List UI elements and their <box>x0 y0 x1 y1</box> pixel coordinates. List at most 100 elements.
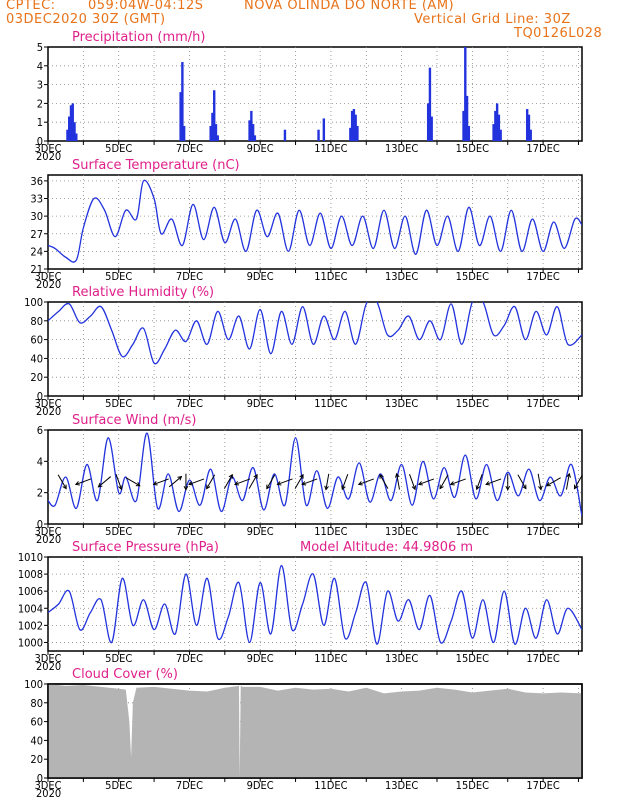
wind-arrow-shaft <box>379 474 389 489</box>
y-tick-label: 20 <box>30 371 43 384</box>
precip-bar <box>216 135 219 141</box>
precip-bar <box>71 103 74 141</box>
precip-bar <box>428 67 432 141</box>
x-tick-label: 9DEC <box>247 397 274 410</box>
x-tick-label: 13DEC <box>385 652 418 665</box>
wind-arrow-head <box>538 485 543 491</box>
wind-arrow-shaft <box>396 473 400 490</box>
y-tick-label: 24 <box>30 245 43 258</box>
y-tick-label: 1004 <box>18 602 43 615</box>
x-tick-label: 3DEC <box>34 525 61 538</box>
x-tick-label: 11DEC <box>314 397 347 410</box>
wind-arrow-shaft <box>341 474 349 490</box>
x-tick-label: 3DEC <box>34 142 61 155</box>
wind-arrow-head <box>324 485 329 491</box>
y-tick-label: 3 <box>37 79 43 92</box>
x-tick-label: 3DEC <box>34 779 61 792</box>
precip-bar <box>181 62 184 141</box>
precip-bar <box>66 129 69 141</box>
precip-bar <box>214 124 218 141</box>
y-tick-label: 6 <box>37 424 43 437</box>
y-tick-label: 0 <box>37 772 43 785</box>
model-altitude-label: Model Altitude: 44.9806 m <box>300 540 473 555</box>
panel-5 <box>44 556 583 655</box>
wind-arrow-head <box>62 484 67 490</box>
wind-arrow-shaft <box>409 474 416 490</box>
y-tick-label: 5 <box>37 41 43 54</box>
y-tick-label: 1000 <box>18 636 43 649</box>
wind-arrow-head <box>266 484 271 490</box>
wind-arrow-head <box>299 473 304 479</box>
panel-6 <box>44 683 583 782</box>
y-tick-label: 80 <box>30 697 43 710</box>
wind-arrow-shaft <box>277 478 293 485</box>
x-tick-label: 15DEC <box>456 652 489 665</box>
x-year-label: 2020 <box>36 405 61 418</box>
x-tick-label: 9DEC <box>247 779 274 792</box>
y-tick-label: 21 <box>30 263 43 276</box>
wind-arrow-head <box>439 484 444 490</box>
panel-2 <box>44 174 583 273</box>
wind-arrow-shaft <box>565 473 570 490</box>
y-tick-label: 4 <box>37 60 43 73</box>
x-tick-label: 15DEC <box>456 142 489 155</box>
wind-arrow-shaft <box>439 474 449 489</box>
wind-arrow-shaft <box>248 474 258 489</box>
y-tick-label: 0 <box>37 390 43 403</box>
precip-bar <box>426 103 430 141</box>
x-tick-label: 17DEC <box>526 397 559 410</box>
x-tick-label: 5DEC <box>105 779 132 792</box>
cloud-cover-area <box>48 684 582 778</box>
y-tick-label: 27 <box>30 228 43 241</box>
precip-bar <box>352 109 356 141</box>
precip-bar <box>525 109 529 141</box>
wind-arrow-head <box>485 481 491 486</box>
wind-arrow-head <box>301 481 307 486</box>
y-tick-label: 1008 <box>18 568 43 581</box>
precip-bar <box>499 129 502 141</box>
x-tick-label: 5DEC <box>105 397 132 410</box>
panel-frame <box>47 556 583 652</box>
precip-bar <box>250 110 253 141</box>
y-tick-label: 36 <box>30 175 43 188</box>
panel-title: Relative Humidity (%) <box>72 285 214 300</box>
wind-arrow-shaft <box>168 476 182 488</box>
x-tick-label: 3DEC <box>34 397 61 410</box>
precip-bar <box>462 110 465 141</box>
y-tick-label: 40 <box>30 734 43 747</box>
panel-title: Precipitation (mm/h) <box>72 30 205 45</box>
precip-bar <box>354 114 357 141</box>
y-tick-label: 20 <box>30 753 43 766</box>
x-tick-label: 15DEC <box>456 525 489 538</box>
x-tick-label: 17DEC <box>526 270 559 283</box>
header-source: CPTEC: <box>6 0 56 13</box>
precip-bar <box>430 116 433 141</box>
precip-bar <box>529 129 532 141</box>
header-datetime: 03DEC2020 30Z (GMT) <box>6 12 166 27</box>
y-tick-label: 60 <box>30 716 43 729</box>
precip-bar <box>179 92 182 141</box>
panel-frame <box>47 174 583 270</box>
x-tick-label: 13DEC <box>385 142 418 155</box>
x-tick-label: 17DEC <box>526 142 559 155</box>
wind-arrow-head <box>357 481 363 486</box>
x-tick-label: 15DEC <box>456 779 489 792</box>
header-grid-line: Vertical Grid Line: 30Z <box>414 12 571 27</box>
wind-arrow-shaft <box>153 478 169 485</box>
x-tick-label: 15DEC <box>456 270 489 283</box>
x-tick-label: 13DEC <box>385 397 418 410</box>
x-year-label: 2020 <box>36 660 61 673</box>
y-tick-label: 60 <box>30 334 43 347</box>
y-tick-label: 2 <box>37 97 43 110</box>
wind-arrow-shaft <box>115 474 122 490</box>
x-tick-label: 5DEC <box>105 652 132 665</box>
x-tick-label: 5DEC <box>105 525 132 538</box>
precip-bar <box>494 110 497 141</box>
x-tick-label: 7DEC <box>176 270 203 283</box>
wind-arrow-shaft <box>450 478 466 485</box>
x-year-label: 2020 <box>36 278 61 291</box>
precip-bar <box>495 103 499 141</box>
precip-bar <box>356 125 359 141</box>
precip-bar <box>69 105 73 141</box>
y-tick-label: 40 <box>30 352 43 365</box>
